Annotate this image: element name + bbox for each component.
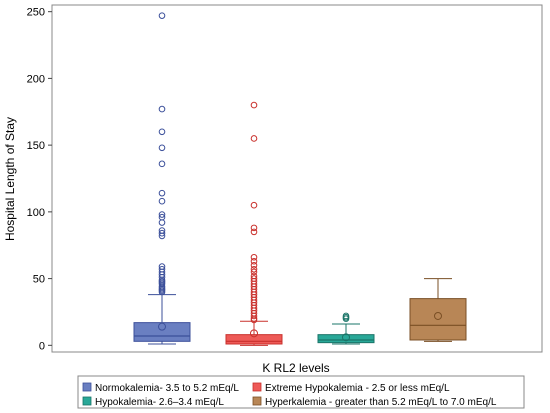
y-axis: 0 50 100 150 200 250 — [27, 7, 52, 352]
box-0 — [133, 322, 191, 342]
outlier-0-5 — [158, 189, 166, 197]
outlier-0-26 — [158, 288, 166, 296]
y-axis-title: Hospital Length of Stay — [3, 117, 17, 241]
outlier-0-0 — [158, 12, 166, 19]
y-tick-label-1: 50 — [33, 274, 45, 286]
legend-label-1: Extreme Hypokalemia - 2.5 or less mEq/L — [265, 383, 450, 394]
outlier-1-2 — [250, 201, 258, 209]
box-group-0 — [133, 12, 191, 345]
outlier-1-1 — [250, 135, 258, 142]
outlier-1-6 — [250, 257, 258, 265]
outlier-1-3 — [250, 224, 258, 232]
legend-swatch-0 — [82, 382, 92, 392]
box-group-1 — [225, 101, 283, 346]
y-tick-label-2: 100 — [27, 207, 45, 219]
outlier-0-2 — [158, 128, 166, 136]
y-tick-label-0: 0 — [39, 340, 45, 352]
outlier-0-1 — [158, 105, 166, 113]
outlier-1-27 — [250, 316, 258, 324]
y-tick-label-5: 250 — [27, 7, 45, 19]
outlier-1-0 — [250, 101, 258, 109]
outlier-1-7 — [250, 261, 258, 269]
legend-title: K RL2 levels — [262, 361, 329, 375]
y-tick-label-3: 150 — [27, 140, 45, 152]
legend: Normokalemia- 3.5 to 5.2 mEq/L Extreme Hy… — [82, 382, 497, 408]
mean-marker-2 — [342, 333, 350, 342]
box-group-3 — [409, 278, 467, 342]
box-1 — [225, 334, 283, 345]
outlier-0-12 — [158, 232, 166, 240]
outlier-0-6 — [158, 197, 166, 205]
legend-label-3: Hyperkalemia - greater than 5.2 mEq/L to… — [265, 397, 497, 408]
legend-swatch-1 — [252, 382, 262, 392]
outlier-0-3 — [158, 144, 166, 152]
legend-swatch-3 — [252, 396, 262, 406]
outlier-0-9 — [158, 219, 166, 226]
outlier-0-7 — [158, 211, 166, 218]
outlier-0-11 — [158, 229, 166, 237]
legend-label-0: Normokalemia- 3.5 to 5.2 mEq/L — [95, 383, 239, 394]
legend-frame — [77, 375, 525, 409]
outlier-1-9 — [250, 268, 258, 276]
outlier-1-25 — [250, 312, 258, 320]
outlier-2-2 — [342, 315, 350, 322]
legend-label-2: Hypokalemia- 2.6–3.4 mEq/L — [95, 397, 224, 408]
box-group-2 — [317, 312, 375, 345]
mean-marker-3 — [434, 311, 442, 320]
box-2 — [317, 334, 375, 344]
plot-frame — [51, 4, 543, 353]
outlier-0-4 — [158, 160, 166, 168]
outlier-1-5 — [250, 253, 258, 261]
y-tick-label-4: 200 — [27, 73, 45, 85]
outlier-1-4 — [250, 228, 258, 236]
legend-swatch-2 — [82, 396, 92, 406]
mean-marker-1 — [250, 329, 258, 338]
mean-marker-0 — [158, 322, 166, 331]
boxes-group — [133, 12, 467, 346]
outlier-1-8 — [250, 265, 258, 273]
